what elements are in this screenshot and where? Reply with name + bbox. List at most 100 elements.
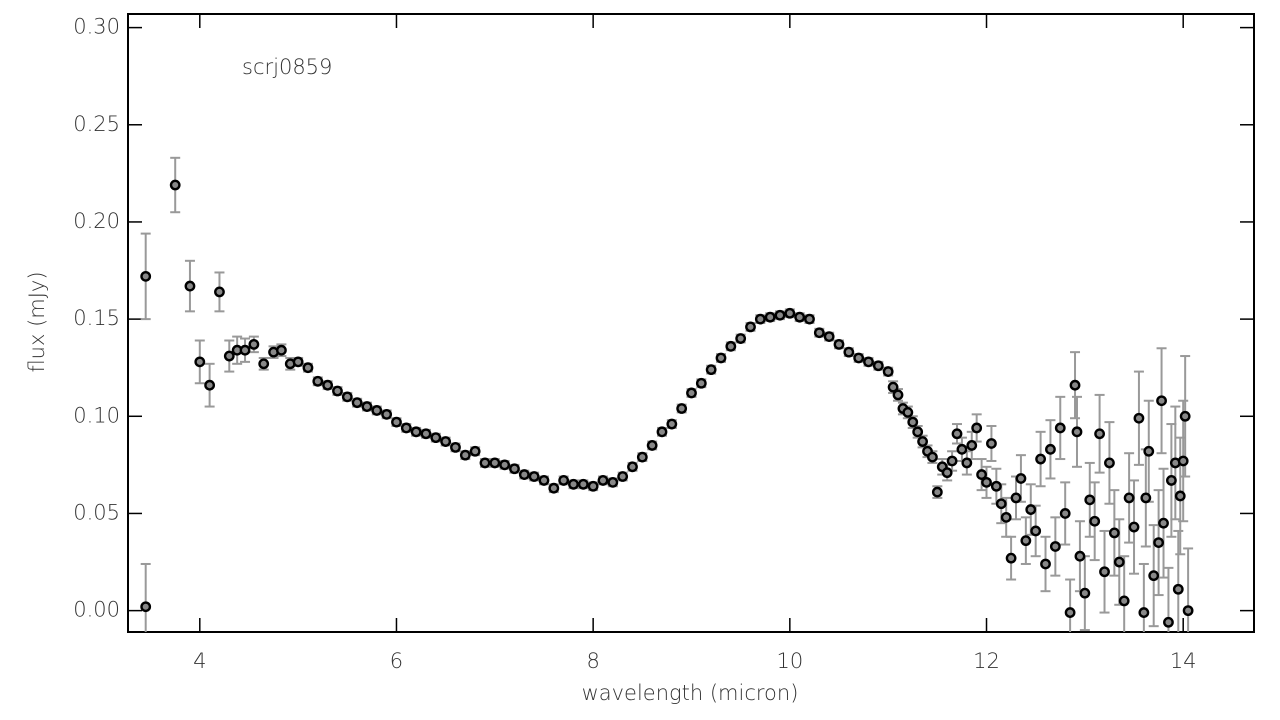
point [351, 397, 363, 409]
point [1153, 537, 1165, 549]
point [223, 350, 235, 362]
point [140, 601, 152, 613]
point [204, 379, 216, 391]
y-tick-label: 0.30 [73, 15, 120, 39]
error-bar [1138, 562, 1149, 632]
point [627, 461, 638, 473]
point [754, 313, 766, 325]
x-tick-label: 12 [973, 649, 1000, 673]
point [1045, 443, 1056, 455]
point [907, 416, 919, 428]
point [917, 436, 928, 447]
point [872, 360, 884, 372]
point [479, 457, 491, 469]
point [666, 418, 678, 430]
point [745, 321, 756, 333]
point [381, 408, 393, 420]
point [1182, 605, 1194, 617]
point [927, 451, 938, 463]
point [292, 356, 304, 368]
point [568, 478, 579, 490]
point [646, 440, 658, 451]
point [214, 286, 225, 298]
point [887, 381, 899, 393]
point [140, 270, 152, 282]
point [843, 346, 855, 358]
point [1123, 492, 1135, 504]
point [981, 476, 992, 488]
point [1071, 426, 1083, 438]
point [469, 445, 481, 457]
point [597, 475, 609, 486]
point [430, 432, 442, 444]
point [636, 451, 648, 463]
y-axis-label: flux (mJy) [25, 271, 49, 372]
point [946, 455, 958, 467]
point [332, 385, 343, 397]
point [1099, 566, 1110, 578]
point [695, 377, 707, 389]
point [1084, 494, 1096, 506]
point [1128, 521, 1140, 533]
point [312, 375, 324, 387]
point [1174, 490, 1186, 502]
x-tick-label: 8 [586, 649, 599, 673]
point [715, 352, 727, 364]
error-bar [140, 562, 151, 632]
point [902, 406, 914, 418]
point [892, 389, 904, 401]
point [1138, 607, 1150, 618]
x-axis-label: wavelength (micron) [582, 681, 799, 705]
point [995, 498, 1007, 510]
error-bar [1183, 547, 1194, 632]
point [1020, 535, 1032, 547]
point [239, 344, 251, 356]
x-tick-label: 4 [193, 649, 206, 673]
point [1108, 527, 1120, 539]
point [518, 469, 530, 480]
point [784, 307, 796, 319]
point [941, 467, 953, 479]
point [276, 344, 287, 356]
point [302, 362, 314, 374]
point [1094, 428, 1106, 440]
point [764, 311, 776, 323]
point [1015, 473, 1027, 484]
point [986, 438, 997, 449]
point [686, 387, 697, 399]
point [1163, 616, 1174, 628]
x-tick-label: 14 [1170, 649, 1197, 673]
point [1035, 453, 1047, 465]
point [499, 459, 511, 471]
point [971, 422, 983, 434]
y-tick-label: 0.25 [73, 112, 120, 136]
point [735, 333, 747, 344]
point [1054, 422, 1066, 434]
point [184, 280, 196, 292]
annotation: scrj0859 [242, 55, 332, 79]
point [400, 422, 412, 434]
error-bar [1173, 529, 1184, 632]
point [258, 358, 270, 370]
point [956, 443, 968, 455]
point [391, 416, 402, 428]
point [371, 405, 383, 416]
point [863, 356, 874, 368]
point [1059, 508, 1071, 519]
point [577, 478, 589, 490]
point [1140, 492, 1152, 504]
point [341, 391, 353, 403]
point [538, 475, 550, 486]
point [459, 449, 471, 461]
point [558, 475, 570, 486]
point [1000, 511, 1012, 523]
point [1040, 558, 1051, 570]
point [833, 338, 845, 350]
point [1079, 587, 1091, 599]
error-bar [1065, 578, 1076, 632]
point [1074, 550, 1086, 562]
point [1005, 552, 1017, 564]
point [1069, 379, 1081, 391]
point [1104, 457, 1115, 469]
x-tick-label: 6 [390, 649, 403, 673]
